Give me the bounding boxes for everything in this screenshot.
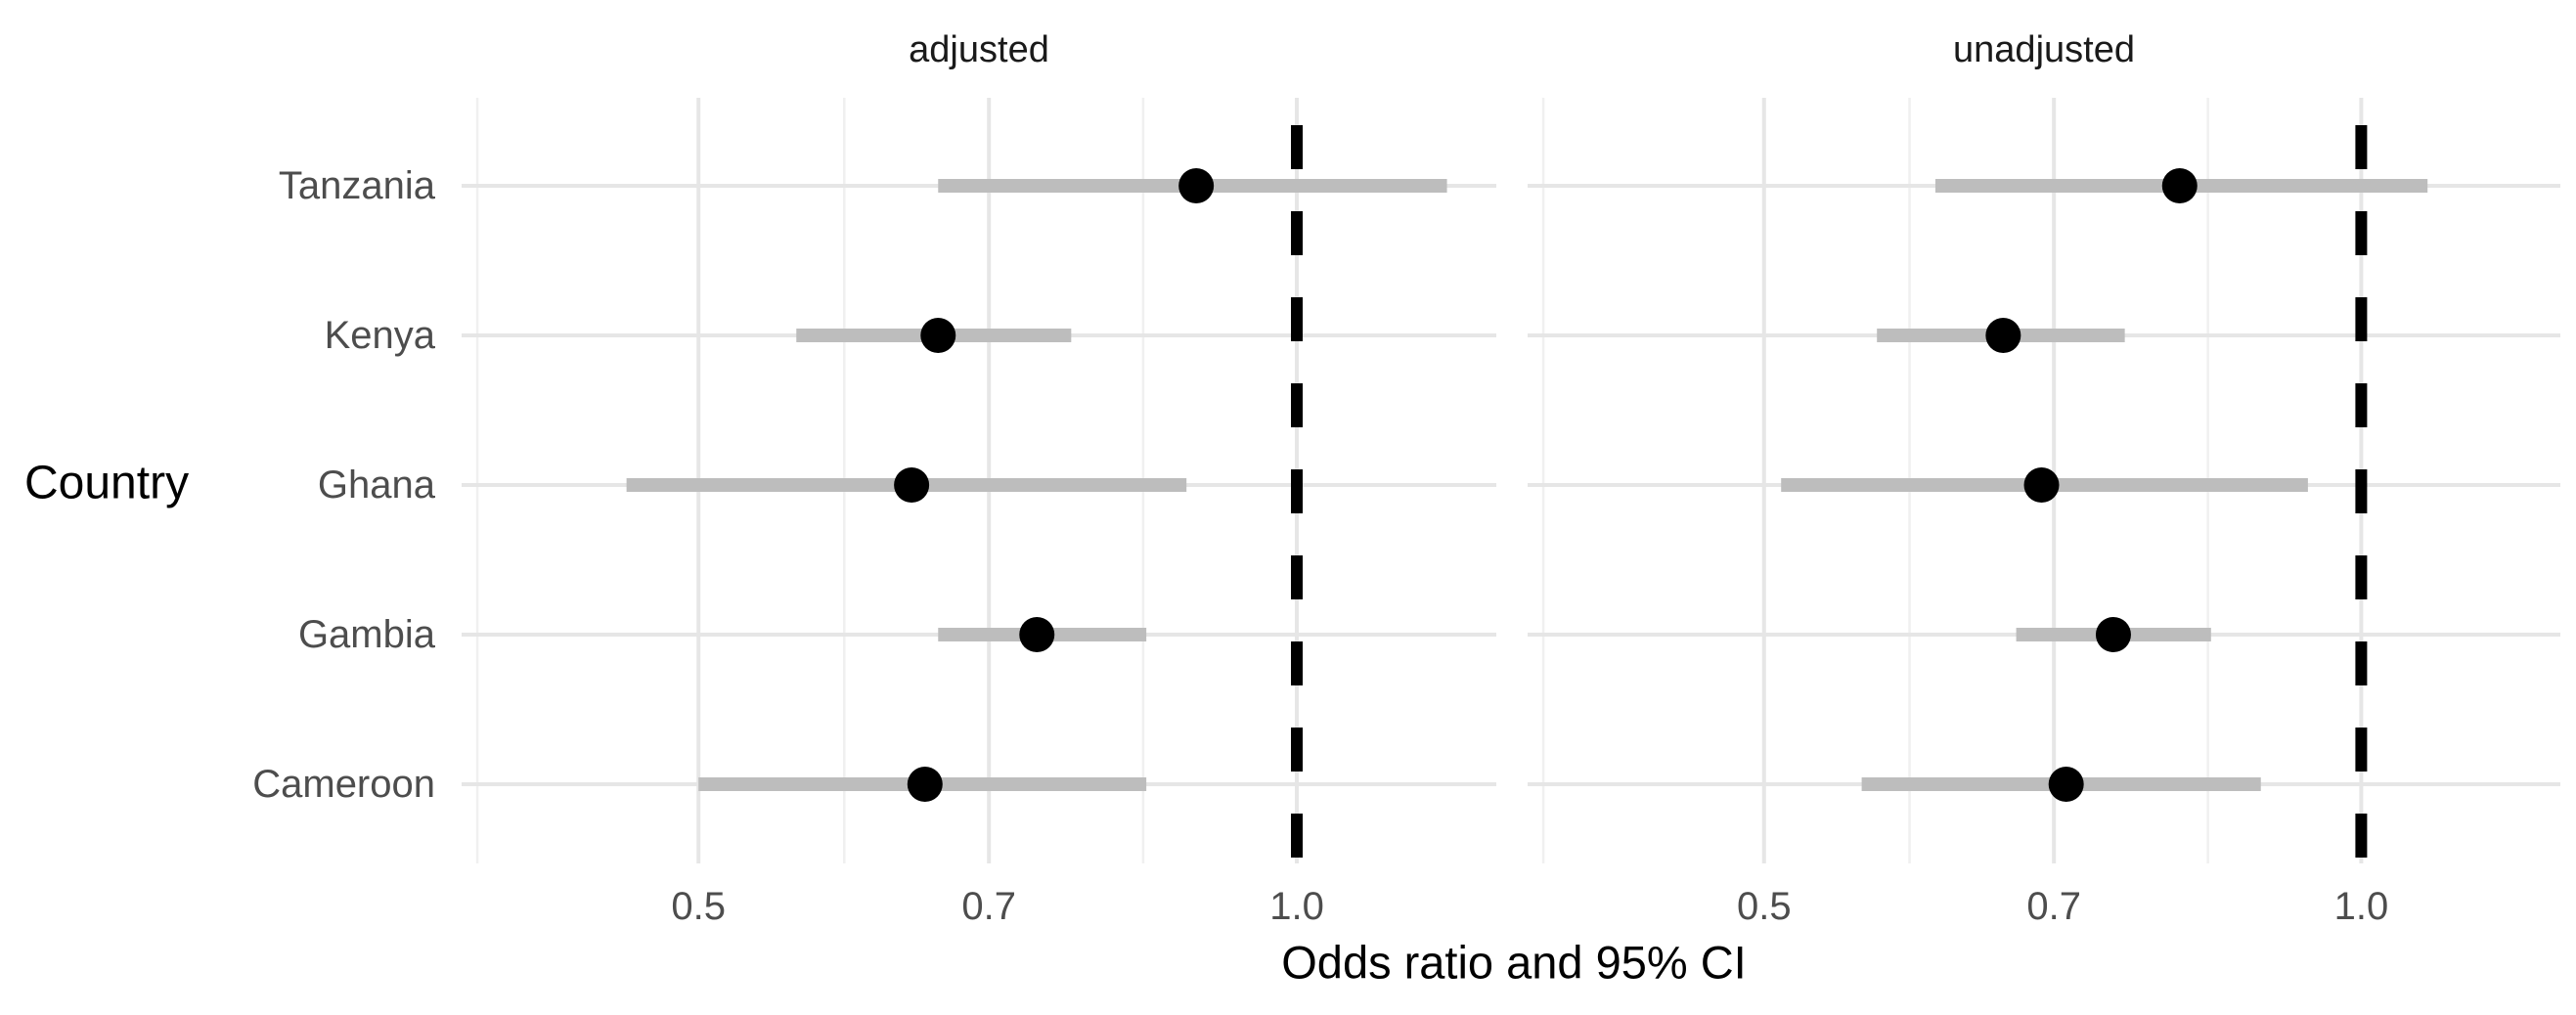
or-point (2048, 767, 2084, 802)
or-point (920, 318, 956, 353)
or-point (2023, 467, 2060, 503)
x-axis-title: Odds ratio and 95% CI (1281, 936, 1747, 989)
y-axis-label: Tanzania (279, 164, 436, 207)
x-tick-label: 0.5 (1737, 885, 1792, 928)
x-tick-label: 0.7 (2026, 885, 2081, 928)
or-point (2161, 168, 2198, 203)
or-point (894, 467, 930, 503)
x-tick-label: 1.0 (1269, 885, 1324, 928)
x-tick-label: 1.0 (2334, 885, 2389, 928)
or-point (1178, 168, 1215, 203)
y-axis-label: Gambia (298, 613, 436, 656)
facet-strip-adjusted: adjusted (909, 29, 1049, 70)
or-point (1019, 617, 1055, 652)
or-point (1985, 318, 2021, 353)
y-axis-label: Kenya (325, 314, 436, 357)
y-axis-label: Ghana (318, 463, 436, 507)
y-axis-title: Country (24, 457, 190, 509)
or-point (907, 767, 943, 802)
x-tick-label: 0.7 (961, 885, 1016, 928)
x-tick-label: 0.5 (671, 885, 726, 928)
y-axis-label: Cameroon (252, 763, 435, 806)
or-point (2095, 617, 2131, 652)
facet-strip-unadjusted: unadjusted (1953, 29, 2135, 70)
